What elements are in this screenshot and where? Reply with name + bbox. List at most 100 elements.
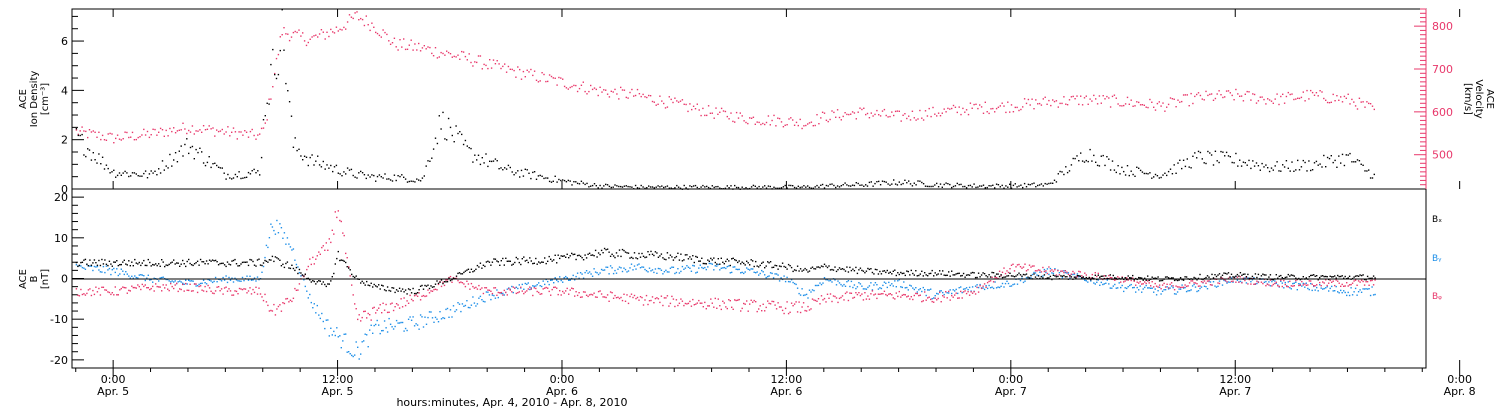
data-point (177, 262, 179, 264)
data-point (515, 286, 517, 288)
data-point (189, 283, 191, 285)
data-point (681, 188, 684, 190)
data-point (364, 333, 366, 335)
data-point (469, 307, 471, 309)
data-point (804, 309, 806, 312)
data-point (813, 268, 815, 270)
data-point (213, 280, 215, 283)
data-point (758, 274, 760, 276)
data-point (1207, 94, 1209, 97)
data-point (1317, 290, 1319, 292)
data-point (1287, 167, 1289, 169)
data-point (511, 68, 513, 71)
data-point (226, 261, 229, 263)
data-point (653, 271, 655, 274)
data-point (1190, 92, 1192, 95)
data-point (298, 148, 300, 150)
data-point (579, 272, 582, 274)
data-point (1351, 294, 1354, 296)
data-point (358, 314, 360, 316)
data-point (554, 277, 556, 279)
data-point (291, 264, 293, 266)
data-point (454, 310, 456, 313)
data-point (150, 265, 152, 267)
data-point (985, 275, 987, 277)
data-point (1366, 170, 1368, 172)
data-point (90, 159, 93, 161)
data-point (829, 269, 832, 271)
data-point (704, 301, 706, 304)
data-point (853, 270, 856, 272)
data-point (185, 279, 187, 281)
data-point (1353, 291, 1355, 293)
data-point (713, 257, 715, 259)
data-point (1045, 270, 1047, 272)
data-point (413, 325, 416, 327)
data-point (609, 255, 612, 257)
data-point (1167, 277, 1170, 279)
data-point (1205, 286, 1207, 288)
data-point (229, 177, 231, 179)
data-point (909, 298, 911, 300)
data-point (588, 90, 590, 93)
data-point (951, 294, 953, 297)
data-point (186, 283, 188, 285)
data-point (438, 115, 440, 117)
data-point (189, 262, 191, 265)
data-point (1109, 106, 1112, 108)
data-point (195, 283, 197, 285)
data-point (1179, 277, 1182, 279)
data-point (332, 31, 334, 33)
data-point (556, 279, 558, 281)
data-point (1111, 277, 1113, 279)
data-point (1160, 293, 1162, 295)
data-point (464, 55, 467, 58)
data-point (452, 277, 455, 280)
data-point (941, 186, 943, 188)
data-point (440, 285, 443, 288)
data-point (490, 298, 492, 301)
data-point (373, 324, 375, 327)
data-point (1347, 285, 1349, 287)
data-point (376, 175, 379, 178)
data-point (698, 260, 700, 262)
data-point (565, 87, 568, 89)
data-point (895, 292, 897, 294)
data-point (105, 289, 108, 291)
data-point (1362, 288, 1364, 290)
data-point (873, 273, 875, 275)
legend-by: Bᵧ (1432, 254, 1442, 264)
data-point (1031, 273, 1034, 276)
data-point (922, 286, 924, 289)
top-ylabel-line-3: [cm⁻³] (40, 83, 51, 115)
data-point (789, 265, 791, 267)
data-point (250, 293, 253, 295)
data-point (485, 261, 488, 263)
data-point (574, 279, 576, 281)
data-point (925, 299, 927, 301)
data-point (960, 286, 962, 288)
right-ytick-label: 500 (1432, 149, 1453, 162)
data-point (569, 86, 571, 89)
data-point (933, 301, 935, 303)
data-point (1224, 279, 1227, 282)
data-point (1118, 277, 1120, 279)
data-point (176, 282, 178, 285)
data-point (654, 297, 657, 300)
data-point (632, 269, 634, 271)
data-point (825, 279, 827, 281)
data-point (174, 263, 176, 265)
data-point (146, 177, 149, 179)
data-point (1022, 273, 1025, 276)
data-point (940, 301, 942, 303)
data-point (1099, 284, 1101, 286)
data-point (808, 186, 811, 189)
data-point (1304, 161, 1306, 164)
data-point (1274, 282, 1276, 285)
data-point (750, 186, 753, 188)
data-point (207, 263, 209, 265)
data-point (509, 260, 511, 262)
data-point (1241, 282, 1243, 284)
data-point (330, 28, 332, 31)
data-point (240, 288, 242, 290)
